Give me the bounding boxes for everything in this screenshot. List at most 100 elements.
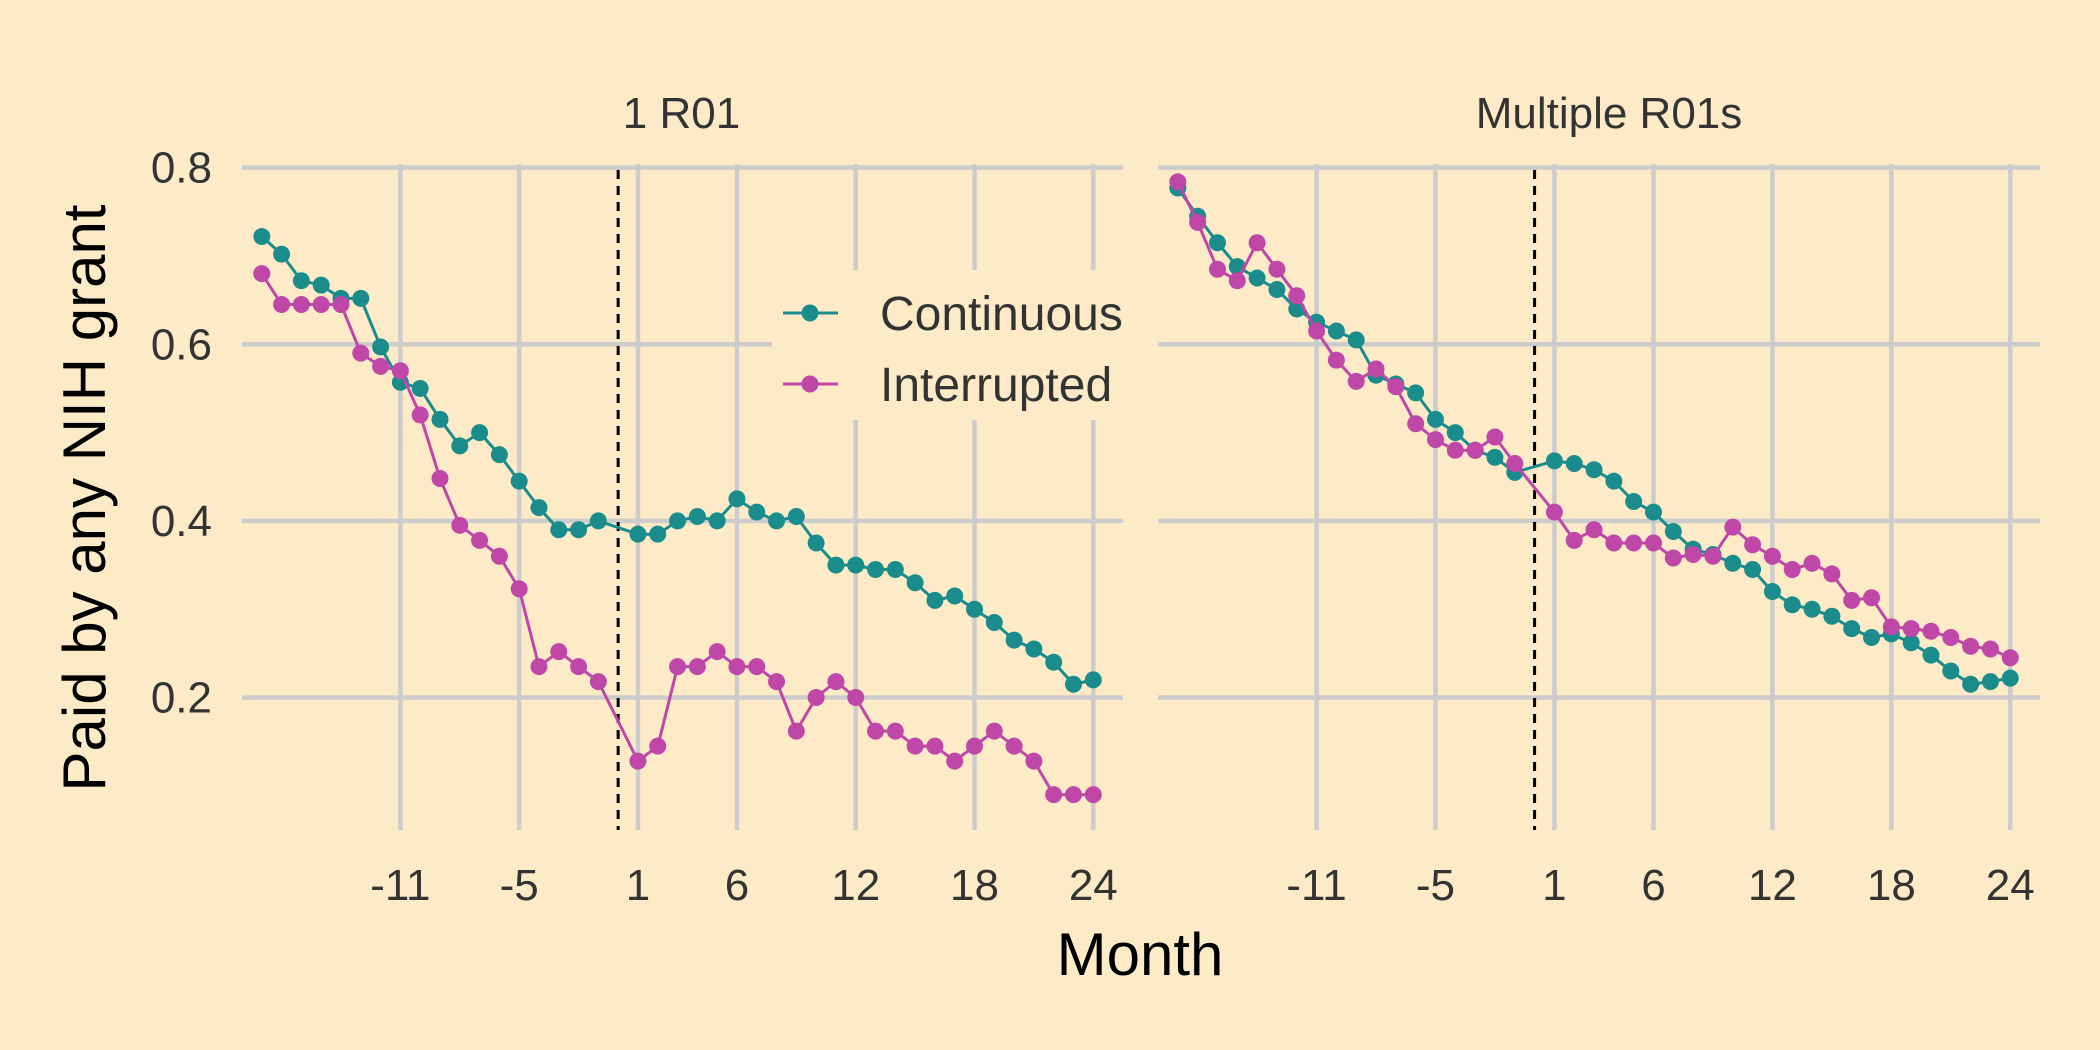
data-point-interrupted — [708, 643, 726, 661]
panel-title: Multiple R01s — [1476, 89, 1743, 138]
y-tick-label: 0.4 — [151, 497, 212, 546]
data-point-interrupted — [1387, 378, 1405, 396]
data-point-continuous — [847, 556, 865, 574]
data-point-interrupted — [1565, 531, 1583, 549]
data-point-interrupted — [332, 296, 350, 314]
data-point-interrupted — [669, 658, 687, 676]
data-point-interrupted — [1684, 545, 1702, 563]
data-point-interrupted — [411, 406, 429, 424]
data-point-continuous — [1268, 281, 1286, 299]
data-point-interrupted — [1228, 272, 1246, 290]
data-point-interrupted — [253, 265, 271, 283]
data-point-continuous — [312, 276, 330, 294]
data-point-continuous — [550, 521, 568, 539]
data-point-interrupted — [1763, 547, 1781, 565]
data-point-continuous — [985, 613, 1003, 631]
data-point-interrupted — [1843, 591, 1861, 609]
data-point-interrupted — [1783, 560, 1801, 578]
data-point-continuous — [1025, 640, 1043, 658]
data-point-continuous — [1625, 492, 1643, 510]
data-point-interrupted — [827, 673, 845, 691]
data-point-interrupted — [1426, 431, 1444, 449]
data-point-interrupted — [1823, 565, 1841, 583]
data-point-interrupted — [1585, 521, 1603, 539]
data-point-continuous — [728, 490, 746, 508]
data-point-continuous — [768, 512, 786, 530]
data-point-interrupted — [886, 722, 904, 740]
y-axis-title: Paid by any NIH grant — [51, 204, 118, 791]
legend-label: Interrupted — [880, 359, 1112, 412]
data-point-interrupted — [748, 658, 766, 676]
data-point-interrupted — [1288, 287, 1306, 305]
data-point-continuous — [510, 472, 528, 490]
data-point-interrupted — [550, 643, 568, 661]
data-point-interrupted — [1084, 786, 1102, 804]
data-point-continuous — [1744, 560, 1762, 578]
data-point-continuous — [431, 410, 449, 428]
data-point-interrupted — [1045, 786, 1063, 804]
data-point-continuous — [372, 338, 390, 356]
data-point-continuous — [1045, 653, 1063, 671]
data-point-interrupted — [1803, 554, 1821, 572]
data-point-interrupted — [867, 722, 885, 740]
x-tick-label: -5 — [1416, 861, 1455, 910]
data-point-continuous — [530, 499, 548, 517]
data-point-interrupted — [1065, 786, 1083, 804]
data-point-continuous — [1962, 675, 1980, 693]
data-point-interrupted — [471, 531, 489, 549]
data-point-interrupted — [1308, 322, 1326, 340]
data-point-continuous — [629, 525, 647, 543]
x-axis-title: Month — [1057, 921, 1224, 988]
panel-multiple-r01s: Multiple R01s -11 -5 1 6 12 18 24 — [1158, 89, 2040, 910]
data-point-interrupted — [1922, 622, 1940, 640]
data-point-continuous — [1565, 455, 1583, 473]
data-point-interrupted — [312, 296, 330, 314]
data-point-continuous — [827, 556, 845, 574]
data-point-continuous — [1922, 646, 1940, 664]
data-point-interrupted — [1605, 534, 1623, 552]
panel-title: 1 R01 — [623, 89, 740, 138]
data-point-continuous — [2001, 669, 2019, 687]
data-point-continuous — [1005, 631, 1023, 649]
data-point-continuous — [1084, 671, 1102, 689]
x-tick-label: 24 — [1986, 861, 2035, 910]
data-point-interrupted — [1005, 737, 1023, 755]
legend: Continuous Interrupted — [772, 270, 1142, 420]
data-point-interrupted — [1625, 534, 1643, 552]
data-point-continuous — [886, 560, 904, 578]
data-point-continuous — [1724, 554, 1742, 572]
x-tick-label: -5 — [500, 861, 539, 910]
data-point-continuous — [669, 512, 687, 530]
data-point-interrupted — [1466, 441, 1484, 459]
data-point-continuous — [273, 245, 291, 263]
data-point-interrupted — [1347, 372, 1365, 390]
data-point-continuous — [1783, 596, 1801, 614]
data-point-continuous — [490, 446, 508, 464]
data-point-interrupted — [1446, 441, 1464, 459]
data-point-continuous — [787, 507, 805, 525]
data-point-interrupted — [728, 658, 746, 676]
data-point-interrupted — [352, 344, 370, 362]
x-tick-label: 1 — [626, 861, 650, 910]
data-point-interrupted — [1962, 637, 1980, 655]
data-point-continuous — [1426, 410, 1444, 428]
data-point-interrupted — [966, 737, 984, 755]
data-point-interrupted — [1882, 618, 1900, 636]
x-tick-label: 6 — [725, 861, 749, 910]
x-tick-label: -11 — [370, 861, 430, 910]
y-tick-label: 0.8 — [151, 144, 212, 193]
data-point-interrupted — [847, 689, 865, 707]
data-point-interrupted — [1981, 640, 1999, 658]
data-point-interrupted — [372, 357, 390, 375]
data-point-continuous — [649, 525, 667, 543]
data-point-continuous — [748, 503, 766, 521]
data-point-interrupted — [1169, 173, 1187, 191]
data-point-continuous — [1407, 384, 1425, 402]
data-point-continuous — [1248, 269, 1266, 287]
data-point-interrupted — [2001, 649, 2019, 667]
x-tick-label: 1 — [1542, 861, 1566, 910]
x-tick-label: 24 — [1069, 861, 1118, 910]
data-point-interrupted — [946, 752, 964, 770]
x-tick-label: 6 — [1641, 861, 1665, 910]
data-point-interrupted — [807, 689, 825, 707]
